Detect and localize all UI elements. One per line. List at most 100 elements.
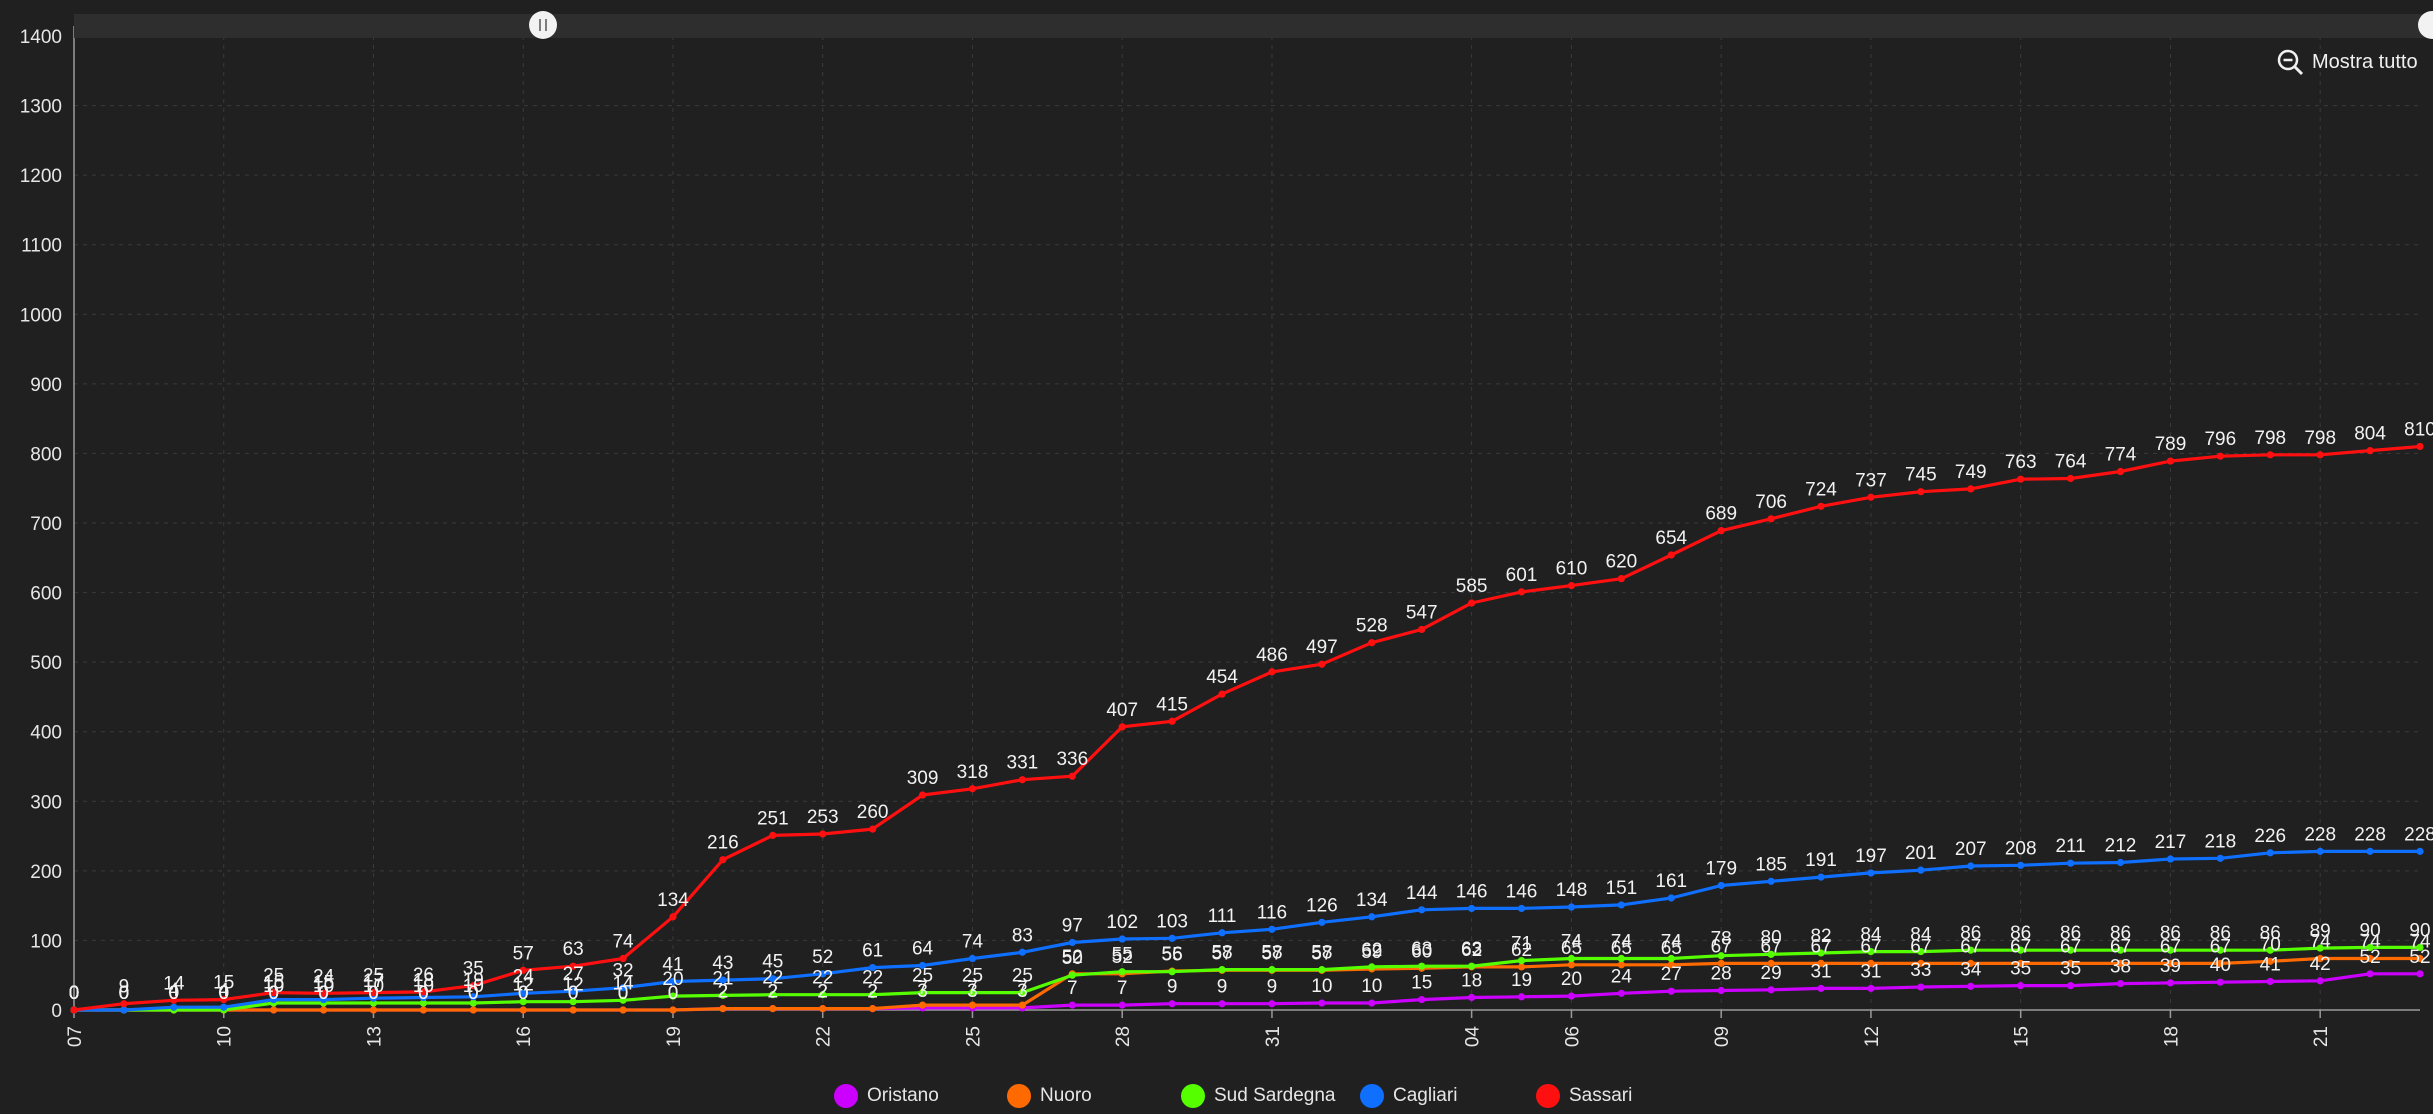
data-point-cagliari[interactable] xyxy=(769,975,777,983)
data-point-sud-sardegna[interactable] xyxy=(1168,968,1176,976)
data-point-cagliari[interactable] xyxy=(1867,869,1875,877)
data-point-cagliari[interactable] xyxy=(170,1003,178,1011)
data-point-sassari[interactable] xyxy=(669,913,677,921)
data-point-sassari[interactable] xyxy=(1068,772,1076,780)
legend-item-sud-sardegna[interactable]: Sud Sardegna xyxy=(1181,1084,1336,1108)
data-point-sud-sardegna[interactable] xyxy=(1917,947,1925,956)
data-point-sassari[interactable] xyxy=(2366,447,2374,455)
data-point-sud-sardegna[interactable] xyxy=(1617,954,1625,963)
data-point-sassari[interactable] xyxy=(1617,575,1625,583)
data-point-sud-sardegna[interactable] xyxy=(1517,957,1526,965)
data-point-oristano[interactable] xyxy=(1717,986,1725,995)
data-point-sud-sardegna[interactable] xyxy=(1717,952,1725,960)
data-point-cagliari[interactable] xyxy=(2416,847,2424,855)
data-point-sassari[interactable] xyxy=(1268,668,1276,676)
data-point-cagliari[interactable] xyxy=(1617,901,1625,909)
data-point-sassari[interactable] xyxy=(2416,442,2424,451)
data-point-oristano[interactable] xyxy=(1268,1000,1276,1008)
data-point-sud-sardegna[interactable] xyxy=(1268,966,1276,974)
data-point-oristano[interactable] xyxy=(2366,970,2374,978)
data-point-cagliari[interactable] xyxy=(1967,862,1975,870)
data-point-nuoro[interactable] xyxy=(2166,959,2175,967)
data-point-cagliari[interactable] xyxy=(1767,877,1775,885)
data-point-oristano[interactable] xyxy=(2116,979,2125,988)
reset-zoom-button[interactable]: Mostra tutto xyxy=(2276,48,2418,76)
data-point-cagliari[interactable] xyxy=(1667,894,1675,902)
data-point-sassari[interactable] xyxy=(1168,717,1176,725)
data-point-sassari[interactable] xyxy=(120,1000,128,1008)
data-point-sud-sardegna[interactable] xyxy=(968,989,977,997)
data-point-oristano[interactable] xyxy=(2216,978,2224,986)
data-point-sud-sardegna[interactable] xyxy=(469,999,477,1007)
data-point-sud-sardegna[interactable] xyxy=(918,989,927,997)
data-point-sud-sardegna[interactable] xyxy=(1468,962,1476,970)
legend-item-sassari[interactable]: Sassari xyxy=(1536,1084,1632,1108)
data-point-sud-sardegna[interactable] xyxy=(669,992,677,1000)
data-point-nuoro[interactable] xyxy=(1767,959,1775,967)
data-point-cagliari[interactable] xyxy=(918,961,927,970)
data-point-cagliari[interactable] xyxy=(1268,925,1276,933)
data-point-sassari[interactable] xyxy=(1468,599,1476,607)
data-point-sassari[interactable] xyxy=(1118,723,1126,731)
legend-item-cagliari[interactable]: Cagliari xyxy=(1360,1084,1457,1108)
data-point-nuoro[interactable] xyxy=(968,1001,977,1009)
data-point-sassari[interactable] xyxy=(1218,690,1226,698)
data-point-cagliari[interactable] xyxy=(2066,859,2075,867)
data-point-sud-sardegna[interactable] xyxy=(769,991,777,999)
data-point-cagliari[interactable] xyxy=(220,1003,228,1011)
data-point-nuoro[interactable] xyxy=(1517,963,1526,971)
data-point-nuoro[interactable] xyxy=(519,1006,527,1014)
data-point-sud-sardegna[interactable] xyxy=(1418,962,1426,970)
data-point-oristano[interactable] xyxy=(1418,995,1426,1004)
data-point-sassari[interactable] xyxy=(270,989,278,997)
data-point-sud-sardegna[interactable] xyxy=(819,991,827,999)
data-point-sud-sardegna[interactable] xyxy=(1817,949,1825,957)
data-point-oristano[interactable] xyxy=(1368,999,1376,1007)
data-point-cagliari[interactable] xyxy=(419,993,428,1002)
data-point-oristano[interactable] xyxy=(1617,989,1625,997)
data-point-oristano[interactable] xyxy=(1318,999,1326,1007)
data-point-cagliari[interactable] xyxy=(2316,847,2324,855)
data-point-oristano[interactable] xyxy=(1967,982,1975,990)
data-point-cagliari[interactable] xyxy=(719,976,727,984)
data-point-oristano[interactable] xyxy=(2166,979,2175,987)
data-point-nuoro[interactable] xyxy=(619,1006,627,1014)
data-point-nuoro[interactable] xyxy=(1018,1001,1026,1009)
data-point-cagliari[interactable] xyxy=(2216,854,2224,862)
data-point-cagliari[interactable] xyxy=(369,994,378,1002)
data-point-nuoro[interactable] xyxy=(1717,959,1725,967)
data-point-cagliari[interactable] xyxy=(1468,904,1476,913)
data-point-sud-sardegna[interactable] xyxy=(619,996,627,1004)
data-point-sassari[interactable] xyxy=(2066,474,2075,483)
data-point-sud-sardegna[interactable] xyxy=(1068,971,1076,979)
data-point-oristano[interactable] xyxy=(1468,993,1476,1002)
data-point-sassari[interactable] xyxy=(1667,551,1675,559)
data-point-sud-sardegna[interactable] xyxy=(719,991,727,999)
data-point-nuoro[interactable] xyxy=(369,1006,378,1014)
data-point-cagliari[interactable] xyxy=(2366,847,2374,855)
data-point-sassari[interactable] xyxy=(419,988,428,996)
data-point-nuoro[interactable] xyxy=(2017,959,2025,967)
data-point-nuoro[interactable] xyxy=(769,1005,777,1013)
data-point-nuoro[interactable] xyxy=(569,1006,577,1014)
data-point-cagliari[interactable] xyxy=(1817,873,1825,881)
data-point-cagliari[interactable] xyxy=(1917,866,1925,874)
data-point-cagliari[interactable] xyxy=(1368,913,1376,921)
legend-item-nuoro[interactable]: Nuoro xyxy=(1007,1084,1092,1108)
data-point-sassari[interactable] xyxy=(869,825,877,833)
data-point-sud-sardegna[interactable] xyxy=(2416,943,2424,951)
data-point-sud-sardegna[interactable] xyxy=(2066,946,2075,954)
data-point-nuoro[interactable] xyxy=(669,1006,677,1014)
data-point-nuoro[interactable] xyxy=(1617,961,1625,969)
data-point-oristano[interactable] xyxy=(1867,984,1875,993)
data-point-sud-sardegna[interactable] xyxy=(2216,946,2224,954)
data-point-nuoro[interactable] xyxy=(1667,961,1675,969)
data-point-sassari[interactable] xyxy=(1517,588,1526,596)
data-point-nuoro[interactable] xyxy=(319,1006,328,1014)
data-point-sassari[interactable] xyxy=(1917,488,1925,496)
data-point-sassari[interactable] xyxy=(2166,457,2175,465)
data-point-sassari[interactable] xyxy=(1817,502,1825,510)
data-point-cagliari[interactable] xyxy=(869,963,877,972)
data-point-sud-sardegna[interactable] xyxy=(1967,946,1975,954)
data-point-sassari[interactable] xyxy=(1318,660,1326,668)
